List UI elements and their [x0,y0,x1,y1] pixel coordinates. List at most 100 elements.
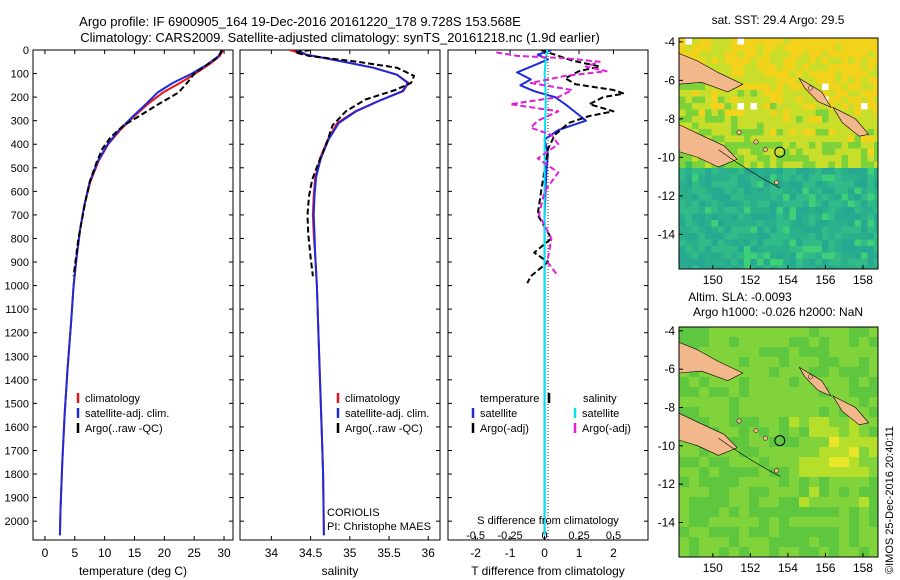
heatmap-cell [692,259,699,266]
heatmap-cell [689,337,700,348]
s-tick-label: 0.5 [606,530,621,542]
heatmap-cell [859,387,870,398]
heatmap-cell [841,142,849,149]
x-tick-label: 30 [217,546,231,560]
heatmap-cell [718,90,725,97]
heatmap-cell [744,265,751,269]
heatmap-cell [783,187,790,195]
heatmap-cell [757,122,764,130]
heatmap-cell [698,116,706,123]
heatmap-cell [849,417,860,428]
heatmap-cell [757,265,764,269]
heatmap-cell [867,259,875,266]
heatmap-cell [757,103,764,110]
heatmap-cell [770,213,777,221]
heatmap-cell [819,447,830,458]
heatmap-cell [763,259,771,266]
heatmap-cell [854,77,862,84]
heatmap-cell [815,168,823,175]
heatmap-cell [731,246,738,253]
x-tick-label: 2 [610,546,617,560]
heatmap-cell [835,265,842,269]
x-tick-label: -1 [505,546,516,560]
heatmap-cell [731,187,738,195]
heatmap-cell [750,83,758,91]
heatmap-cell [867,187,875,195]
heatmap-cell [757,207,764,214]
heatmap-cell [749,467,760,478]
heatmap-cell [744,142,751,149]
heatmap-cell [835,226,842,234]
heatmap-cell [809,437,820,448]
heatmap-cell [750,70,758,78]
heatmap-cell [711,233,719,240]
heatmap-cell [698,109,706,117]
heatmap-cell [744,226,751,234]
heatmap-cell [689,367,700,378]
heatmap-cell [789,507,800,518]
heatmap-cell [731,148,738,156]
heatmap-cell [679,200,686,208]
heatmap-cell [749,517,760,528]
heatmap-cell [763,51,771,58]
heatmap-cell [861,51,868,58]
heatmap-cell [718,38,725,45]
heatmap-cell [718,96,725,104]
heatmap-cell [789,135,797,143]
heatmap-cell [809,447,820,458]
heatmap-cell [731,135,738,143]
heatmap-cell [737,38,745,45]
heatmap-cell [869,357,878,368]
heatmap-cell [718,116,725,123]
heatmap-cell [724,142,732,149]
heatmap-cell [757,259,764,266]
heatmap-cell [744,239,751,247]
heatmap-cell [828,200,836,208]
heatmap-cell [789,437,800,448]
heatmap-cell [874,233,878,240]
heatmap-cell [739,547,750,557]
heatmap-cell [839,527,850,538]
heatmap-cell [750,57,758,65]
x-tick-label: 34 [265,546,279,560]
heatmap-cell [739,327,750,338]
heatmap-cell [854,51,862,58]
heatmap-cell [861,181,868,188]
heatmap-cell [789,148,797,156]
heatmap-cell [757,239,764,247]
heatmap-cell [802,155,810,162]
heatmap-cell [776,246,784,253]
legend-label: Argo(..raw -QC) [85,423,163,435]
heatmap-cell [861,116,868,123]
heatmap-cell [739,387,750,398]
heatmap-cell [750,194,758,201]
heatmap-cell [711,252,719,260]
heatmap-cell [749,367,760,378]
heatmap-cell [744,77,751,84]
island [762,435,768,441]
heatmap-cell [776,135,784,143]
heatmap-cell [770,233,777,240]
heatmap-cell [705,226,712,234]
heatmap-cell [783,233,790,240]
heatmap-cell [796,90,803,97]
heatmap-cell [769,357,780,368]
heatmap-cell [809,487,820,498]
heatmap-cell [809,252,816,260]
heatmap-cell [854,259,862,266]
heatmap-cell [867,252,875,260]
heatmap-cell [779,337,790,348]
heatmap-cell [841,200,849,208]
heatmap-cell [796,181,803,188]
heatmap-cell [839,327,850,338]
heatmap-cell [828,142,836,149]
heatmap-cell [854,155,862,162]
heatmap-cell [874,122,878,130]
heatmap-cell [854,116,862,123]
heatmap-cell [776,57,784,65]
heatmap-cell [719,537,730,548]
heatmap-cell [874,207,878,214]
heatmap-cell [763,44,771,52]
heatmap-cell [789,467,800,478]
heatmap-cell [861,252,868,260]
